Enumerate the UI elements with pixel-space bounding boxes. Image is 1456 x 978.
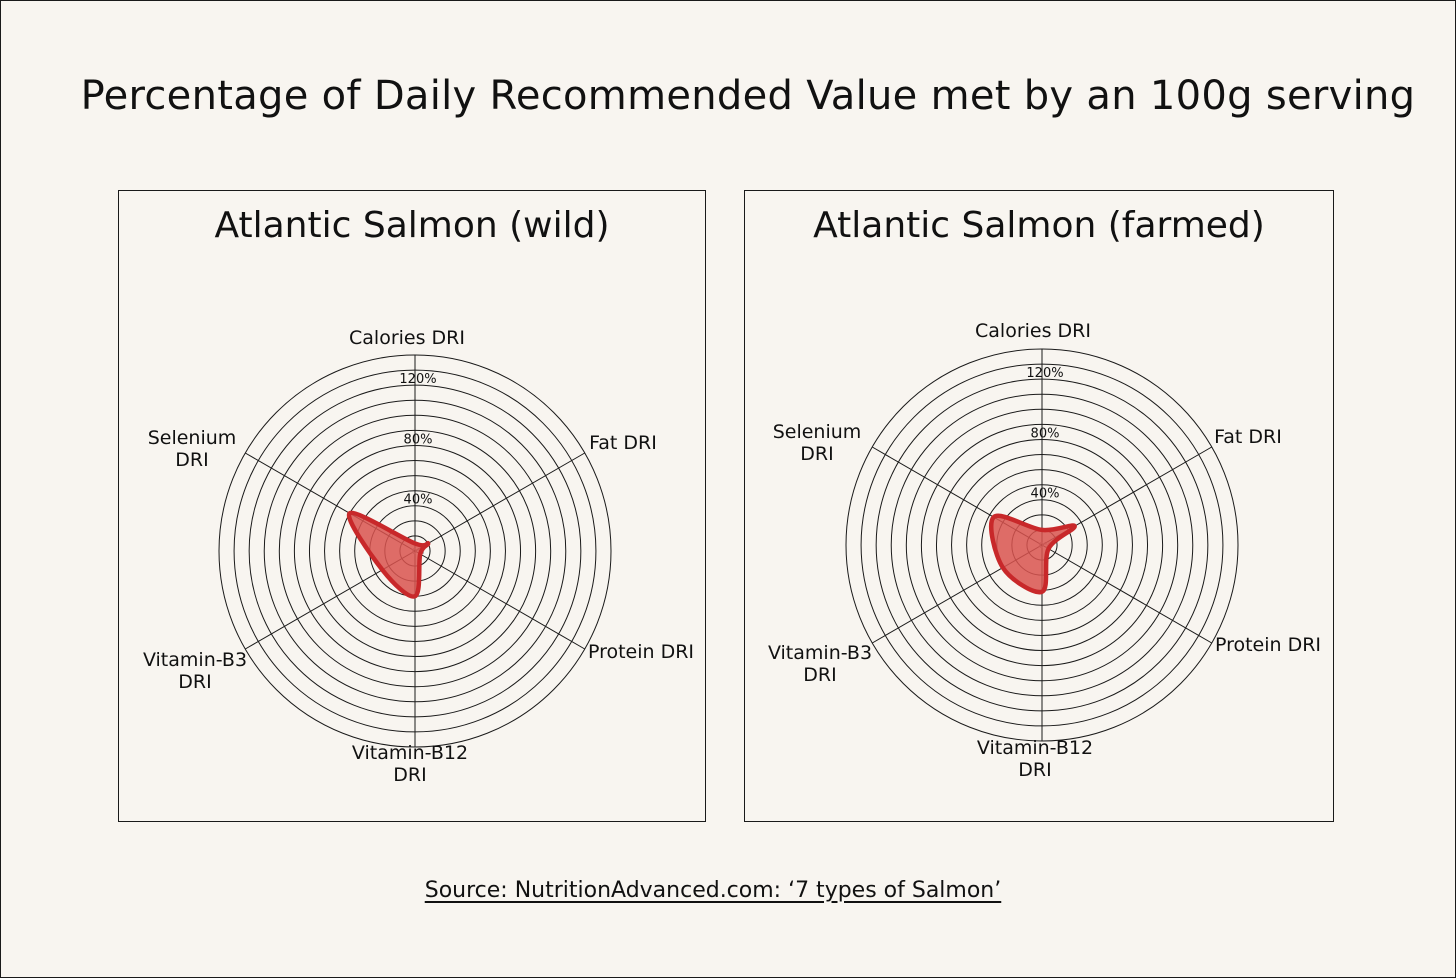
radial-tick-label-3: 120% — [399, 372, 436, 387]
category-label-vitamin-b3-dri: Vitamin-B3 DRI — [768, 642, 872, 686]
main-title: Percentage of Daily Recommended Value me… — [80, 73, 1416, 119]
radar-panel-farmed: Atlantic Salmon (farmed) 0%40%80%120%Cal… — [744, 190, 1334, 822]
radial-tick-label-1: 40% — [404, 493, 433, 508]
radial-tick-label-2: 80% — [404, 432, 433, 447]
panel-title-wild: Atlantic Salmon (wild) — [214, 205, 610, 246]
radial-tick-label-2: 80% — [1031, 426, 1060, 441]
category-label-vitamin-b12-dri: Vitamin-B12 DRI — [352, 742, 468, 786]
source-text: Source: NutritionAdvanced.com: ‘7 types … — [424, 878, 1002, 903]
category-label-vitamin-b12-dri: Vitamin-B12 DRI — [977, 737, 1093, 781]
category-label-vitamin-b3-dri: Vitamin-B3 DRI — [143, 649, 247, 693]
category-label-selenium-dri: Selenium DRI — [148, 427, 237, 471]
panel-title-farmed: Atlantic Salmon (farmed) — [813, 205, 1265, 246]
axis-spoke-protein-dri — [1041, 544, 1212, 644]
category-label-calories-dri: Calories DRI — [349, 327, 465, 349]
source-caption: Source: NutritionAdvanced.com: ‘7 types … — [1, 878, 1425, 903]
data-area-farmed — [988, 513, 1077, 595]
category-label-fat-dri: Fat DRI — [1214, 426, 1282, 448]
category-label-protein-dri: Protein DRI — [1215, 634, 1321, 656]
category-label-calories-dri: Calories DRI — [975, 320, 1091, 342]
category-label-fat-dri: Fat DRI — [589, 432, 657, 454]
category-label-selenium-dri: Selenium DRI — [773, 421, 862, 465]
axis-spoke-protein-dri — [414, 550, 585, 650]
radar-panel-wild: Atlantic Salmon (wild) 0%40%80%120%Calor… — [118, 190, 706, 822]
category-label-protein-dri: Protein DRI — [588, 641, 694, 663]
radial-tick-label-3: 120% — [1026, 366, 1063, 381]
radial-tick-label-1: 40% — [1031, 487, 1060, 502]
axis-spoke-fat-dri — [414, 452, 585, 552]
data-area-wild — [346, 510, 431, 599]
